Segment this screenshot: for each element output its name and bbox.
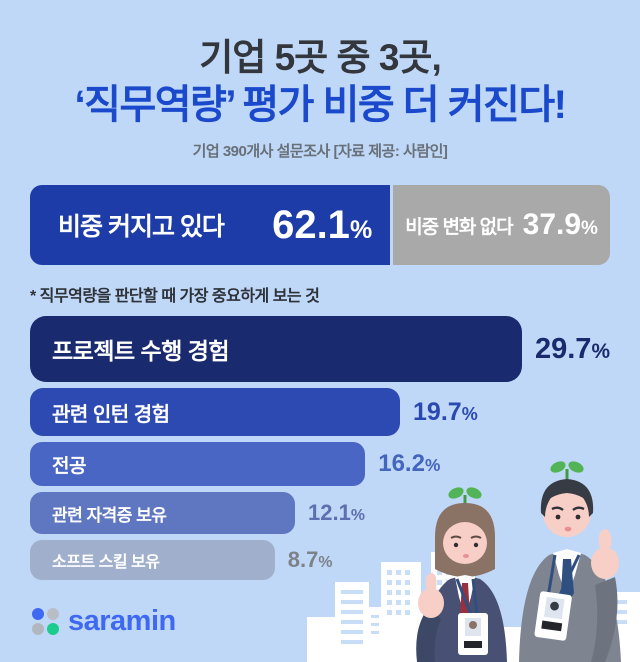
header: 기업 5곳 중 3곳, ‘직무역량’ 평가 비중 더 커진다! 기업 390개사… <box>0 0 640 161</box>
id-badge <box>458 613 488 655</box>
stacked-bar-chart: 비중 커지고 있다 62.1% 비중 변화 없다 37.9% <box>30 185 610 266</box>
stacked-segment-growing: 비중 커지고 있다 62.1% <box>30 185 391 266</box>
bar-value: 19.7% <box>413 397 478 426</box>
woman-character <box>416 487 507 662</box>
survey-subtitle: 기업 390개사 설문조사 [자료 제공: 사람인] <box>192 143 448 161</box>
man-character <box>519 461 621 662</box>
id-badge <box>534 591 572 641</box>
saramin-logo-dots-icon <box>32 608 59 635</box>
stacked-segment-nochange: 비중 변화 없다 37.9% <box>393 185 610 266</box>
sprout-icon <box>550 461 584 479</box>
stacked-segment-nochange-value: 37.9% <box>522 208 598 242</box>
bar-row-project-experience: 프로젝트 수행 경험 29.7% <box>30 316 610 383</box>
bar-label: 전공 <box>52 455 86 477</box>
characters-skyline-illustration <box>307 461 640 662</box>
stacked-segment-nochange-label: 비중 변화 없다 <box>405 216 513 238</box>
title-line-2: ‘직무역량’ 평가 비중 더 커진다! <box>74 83 567 128</box>
stacked-segment-growing-label: 비중 커지고 있다 <box>58 213 225 242</box>
bar-fill: 관련 자격증 보유 <box>30 492 296 535</box>
bar-fill: 프로젝트 수행 경험 <box>30 316 522 383</box>
bar-row-major: 전공 16.2% <box>30 442 610 487</box>
bar-value: 29.7% <box>534 332 610 365</box>
thumbs-up-hand <box>416 573 444 662</box>
bar-row-soft-skills: 소프트 스킬 보유 8.7% <box>30 540 610 581</box>
bar-fill: 전공 <box>30 442 366 487</box>
bar-row-certificates: 관련 자격증 보유 12.1% <box>30 492 610 535</box>
bar-label: 소프트 스킬 보유 <box>52 554 160 572</box>
bar-row-intern-experience: 관련 인턴 경험 19.7% <box>30 388 610 437</box>
saramin-logo-text: saramin <box>68 605 176 637</box>
thumbs-up-hand <box>591 529 619 662</box>
bar-label: 프로젝트 수행 경험 <box>52 338 230 365</box>
bar-fill: 소프트 스킬 보유 <box>30 540 275 581</box>
stacked-segment-growing-value: 62.1% <box>272 202 373 247</box>
bar-value: 12.1% <box>308 500 365 526</box>
saramin-logo: saramin <box>32 605 176 638</box>
bar-value: 16.2% <box>378 450 441 478</box>
ranked-bar-chart: 프로젝트 수행 경험 29.7% 관련 인턴 경험 19.7% 전공 16.2%… <box>30 316 610 581</box>
chart-footnote: * 직무역량을 판단할 때 가장 중요하게 보는 것 <box>30 288 320 306</box>
bar-label: 관련 자격증 보유 <box>52 505 167 525</box>
bar-label: 관련 인턴 경험 <box>52 403 170 426</box>
bar-value: 8.7% <box>287 547 333 573</box>
sprout-icon <box>448 487 482 505</box>
bar-fill: 관련 인턴 경험 <box>30 388 401 437</box>
title-line-1: 기업 5곳 중 3곳, <box>199 37 441 78</box>
